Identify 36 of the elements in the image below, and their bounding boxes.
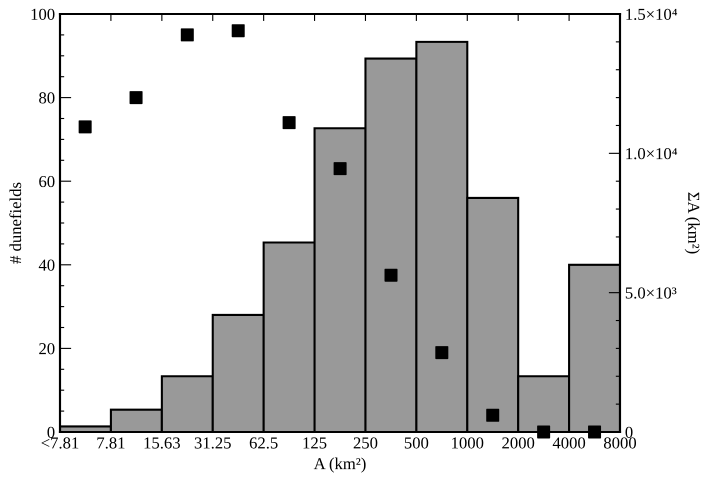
y2-tick-label: 1.0×10⁴	[626, 148, 678, 160]
point	[588, 425, 602, 439]
x-tick-label: 7.81	[97, 437, 124, 449]
y-tick-label: 60	[39, 176, 55, 188]
x-axis-title: A (km²)	[314, 458, 366, 473]
y2-tick-label: 0	[625, 426, 633, 438]
y2-axis-title: ΣA (km²)	[684, 192, 700, 254]
y-tick-label: 0	[47, 426, 55, 438]
point	[180, 28, 194, 42]
x-tick-label: 8000	[604, 437, 636, 449]
x-tick-label: 125	[304, 437, 326, 449]
y-axis-title: # dunefields	[9, 182, 22, 264]
point	[435, 346, 448, 360]
x-tick-label: 31.25	[194, 437, 231, 449]
y-tick-label: 20	[39, 343, 55, 354]
y-tick-label: 40	[38, 260, 55, 271]
x-tick-label: 250	[354, 437, 378, 449]
x-tick-label: <7.81	[42, 437, 78, 449]
point	[78, 120, 92, 134]
x-tick-label: 2000	[502, 437, 534, 449]
x-tick-label: 500	[404, 437, 428, 449]
y-tick-label: 100	[32, 8, 55, 20]
point	[232, 24, 245, 38]
point	[130, 91, 143, 104]
y2-tick-label: 1.5×10⁴	[626, 8, 678, 20]
y-tick-label: 80	[39, 92, 55, 104]
point	[384, 268, 398, 282]
point	[486, 408, 500, 422]
point	[334, 162, 347, 176]
point	[537, 425, 550, 439]
x-tick-label: 1000	[452, 437, 484, 449]
x-tick-label: 15.63	[144, 437, 180, 449]
x-tick-label: 4000	[552, 437, 586, 449]
point	[282, 116, 296, 130]
y2-tick-label: 5.0×10³	[626, 287, 676, 299]
x-tick-label: 62.5	[250, 437, 278, 449]
